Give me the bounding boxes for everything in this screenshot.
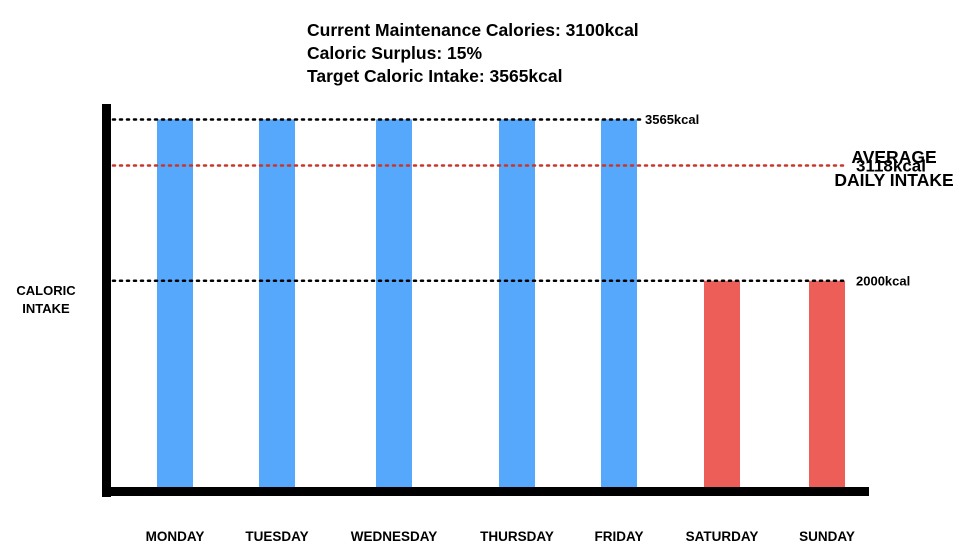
x-tick-label-monday: MONDAY: [146, 529, 205, 544]
bar-saturday: [704, 280, 740, 487]
bar-friday: [601, 119, 637, 487]
x-tick-label-friday: FRIDAY: [594, 529, 643, 544]
bar-sunday: [809, 280, 845, 487]
average-annotation-line-2: DAILY INTAKE: [834, 170, 953, 190]
bar-tuesday: [259, 119, 295, 487]
header-line-target: Target Caloric Intake: 3565kcal: [307, 66, 563, 86]
reference-label-2000kcal: 2000kcal: [856, 273, 910, 288]
x-tick-label-wednesday: WEDNESDAY: [351, 529, 438, 544]
x-tick-label-sunday: SUNDAY: [799, 529, 855, 544]
header-line-surplus: Caloric Surplus: 15%: [307, 43, 482, 63]
y-axis-label-line-2: INTAKE: [22, 301, 70, 316]
x-axis: [102, 487, 869, 496]
average-annotation-line-1: AVERAGE: [851, 147, 936, 167]
chart-header: Current Maintenance Calories: 3100kcal C…: [307, 20, 639, 86]
reference-label-3118kcal: 3118kcal: [856, 157, 926, 176]
bars-group: [157, 119, 845, 487]
header-line-maintenance: Current Maintenance Calories: 3100kcal: [307, 20, 639, 40]
reference-lines-group: 3565kcal 3118kcal 2000kcal: [111, 112, 926, 288]
x-tick-label-saturday: SATURDAY: [686, 529, 759, 544]
axes-group: [102, 104, 869, 497]
y-axis: [102, 104, 111, 497]
average-annotation: AVERAGE DAILY INTAKE: [834, 147, 953, 190]
x-tick-label-tuesday: TUESDAY: [245, 529, 308, 544]
y-axis-label-line-1: CALORIC: [16, 283, 76, 298]
bar-thursday: [499, 119, 535, 487]
reference-label-3565kcal: 3565kcal: [645, 112, 699, 127]
x-axis-tick-labels: MONDAY TUESDAY WEDNESDAY THURSDAY FRIDAY SATU…: [146, 529, 855, 544]
bar-monday: [157, 119, 193, 487]
y-axis-label: CALORIC INTAKE: [16, 283, 76, 316]
x-tick-label-thursday: THURSDAY: [480, 529, 554, 544]
bar-wednesday: [376, 119, 412, 487]
